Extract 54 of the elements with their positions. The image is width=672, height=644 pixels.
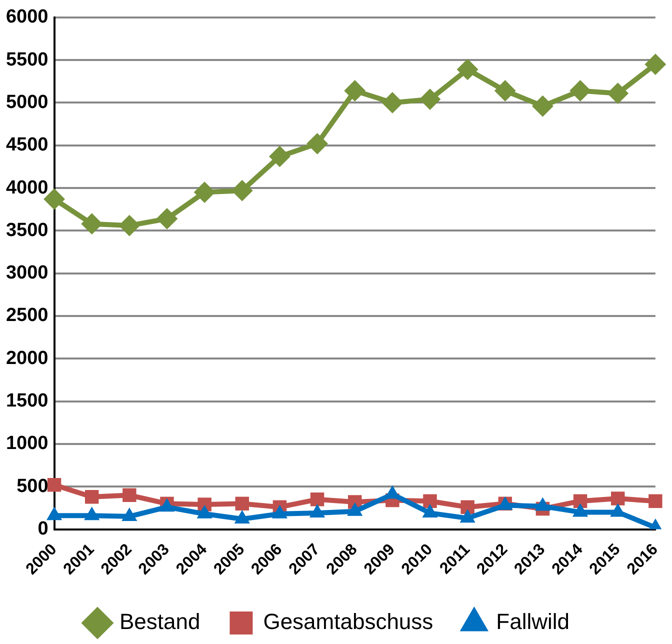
point xyxy=(272,505,288,518)
y-tick-label: 3000 xyxy=(6,262,48,284)
y-tick-label: 3500 xyxy=(6,220,48,241)
point xyxy=(347,502,362,516)
point xyxy=(47,478,62,492)
point xyxy=(197,505,212,518)
y-tick-label: 4000 xyxy=(6,177,48,198)
point xyxy=(644,54,666,75)
y-tick-label: 5500 xyxy=(6,49,48,70)
legend-label: Fallwild xyxy=(496,609,570,634)
y-tick-label: 1000 xyxy=(6,433,48,454)
point xyxy=(648,494,662,508)
point xyxy=(269,146,290,167)
point xyxy=(122,488,136,502)
point xyxy=(422,504,438,518)
point xyxy=(156,208,178,230)
y-tick-label: 500 xyxy=(16,476,48,497)
point xyxy=(419,88,440,110)
point xyxy=(84,507,100,520)
y-tick-label: 0 xyxy=(38,518,48,540)
point xyxy=(310,504,325,518)
point xyxy=(460,500,474,514)
point xyxy=(306,133,328,154)
y-tick-label: 2500 xyxy=(6,305,48,326)
point xyxy=(494,80,516,102)
point xyxy=(460,510,475,523)
point xyxy=(573,494,588,508)
point xyxy=(310,492,324,506)
point xyxy=(570,80,591,102)
y-tick-label: 1500 xyxy=(6,390,48,412)
y-tick-label: 5000 xyxy=(6,92,48,113)
point xyxy=(234,510,250,524)
point xyxy=(344,80,366,102)
point xyxy=(46,507,62,520)
point xyxy=(122,508,137,521)
point xyxy=(607,82,628,104)
y-tick-label: 4500 xyxy=(6,134,48,156)
point xyxy=(535,498,550,511)
point xyxy=(457,58,478,80)
y-tick-label: 6000 xyxy=(6,6,48,28)
point xyxy=(572,504,588,517)
point xyxy=(382,92,403,114)
point xyxy=(532,96,554,117)
point xyxy=(232,180,253,202)
point xyxy=(423,494,437,508)
legend-label: Bestand xyxy=(119,609,200,634)
y-tick-label: 2000 xyxy=(6,348,48,369)
point xyxy=(84,490,99,504)
point xyxy=(235,496,249,511)
point xyxy=(118,215,140,236)
point xyxy=(610,492,625,506)
point xyxy=(81,213,102,234)
legend-label: Gesamtabschuss xyxy=(263,609,434,634)
point xyxy=(194,182,216,203)
